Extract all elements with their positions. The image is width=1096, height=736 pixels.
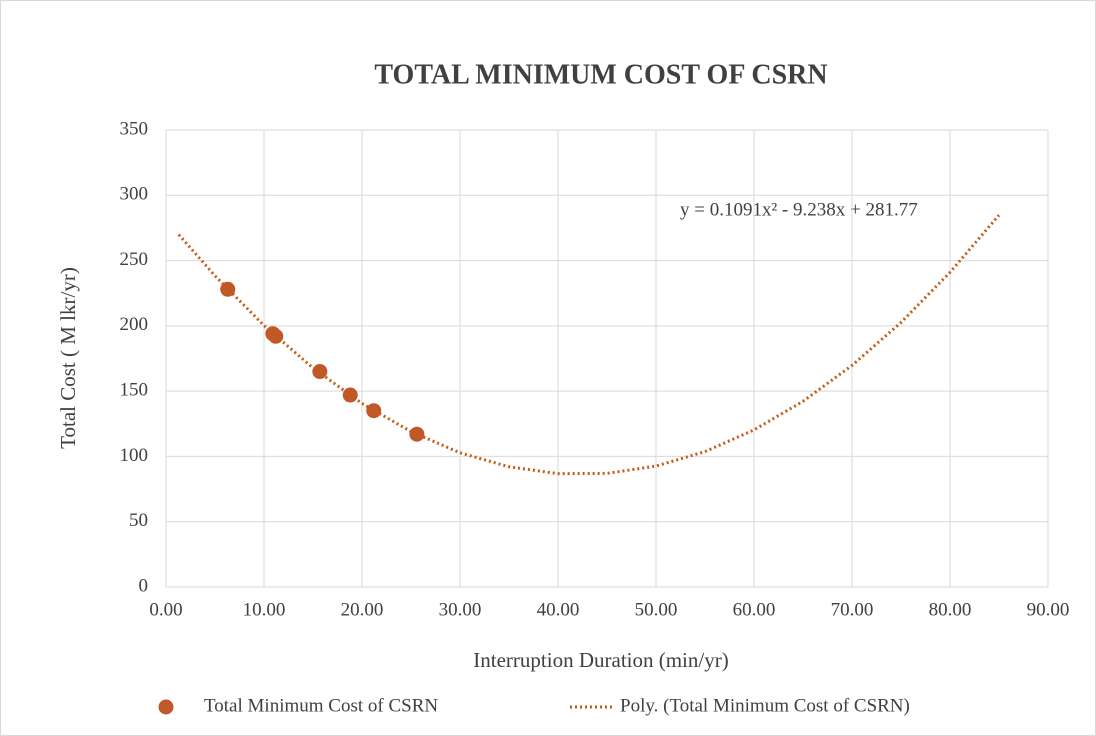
x-tick-label: 20.00 [341,599,384,620]
y-axis-label: Total Cost ( M lkr/yr) [56,267,80,449]
x-tick-label: 50.00 [635,599,678,620]
x-tick-label: 40.00 [537,599,580,620]
y-tick-label: 200 [120,314,149,335]
y-tick-label: 50 [129,510,148,531]
y-tick-label: 300 [120,184,149,205]
legend-swatch [158,699,174,715]
trendline-equation: y = 0.1091x² - 9.238x + 281.77 [680,199,918,220]
legend-label: Poly. (Total Minimum Cost of CSRN) [620,695,910,716]
chart-title: TOTAL MINIMUM COST OF CSRN [374,59,827,90]
y-tick-label: 150 [120,380,149,401]
data-point [366,403,382,419]
x-axis-label: Interruption Duration (min/yr) [473,648,728,672]
x-tick-label: 90.00 [1027,599,1070,620]
data-point [312,364,328,380]
x-tick-label: 70.00 [831,599,874,620]
legend-label: Total Minimum Cost of CSRN [204,695,438,716]
y-tick-label: 250 [120,249,149,270]
x-tick-label: 80.00 [929,599,972,620]
y-tick-label: 100 [120,445,149,466]
x-tick-label: 60.00 [733,599,776,620]
x-tick-label: 0.00 [149,599,182,620]
x-tick-label: 10.00 [243,599,286,620]
y-tick-label: 350 [120,118,149,139]
y-tick-label: 0 [139,575,149,596]
data-point [409,426,425,442]
data-point [220,281,236,297]
trendline [177,214,1001,476]
x-tick-label: 30.00 [439,599,482,620]
